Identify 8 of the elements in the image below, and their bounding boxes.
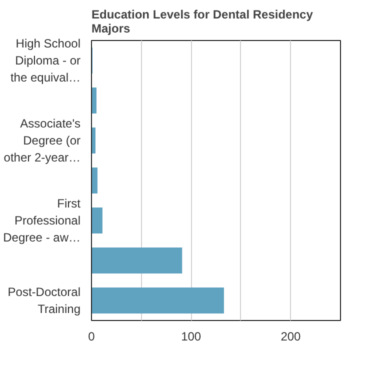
x-tick-label: 200 <box>280 330 302 344</box>
x-tick-label: 100 <box>181 330 202 344</box>
y-tick-label: Post-Doctoral Training <box>8 285 81 316</box>
y-tick-label: High School Diploma - or the equival… <box>10 36 81 84</box>
x-tick-label: 0 <box>88 330 96 344</box>
y-tick-label: First Professional Degree - aw… <box>3 196 82 244</box>
y-tick-label: Associate's Degree (or other 2-year… <box>4 116 81 164</box>
chart-title: Education Levels for Dental Residency Majors <box>92 8 314 36</box>
